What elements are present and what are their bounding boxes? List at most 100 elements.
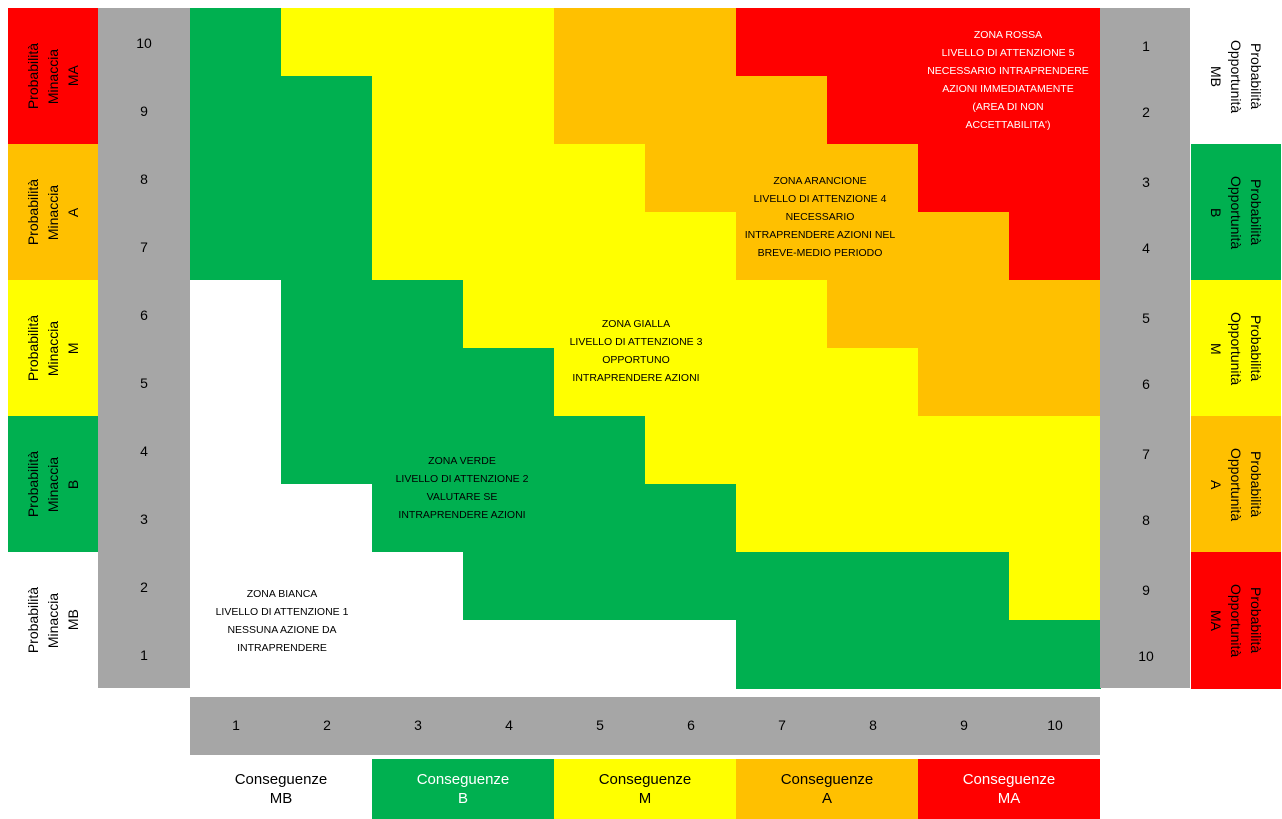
x-scale-number: 7 xyxy=(778,717,786,733)
consequence-label: Conseguenze B xyxy=(372,759,554,819)
grid-cell xyxy=(463,144,555,213)
grid-cell xyxy=(372,552,464,621)
grid-cell xyxy=(1009,76,1101,145)
grid-cell xyxy=(463,348,555,417)
grid-cell xyxy=(918,8,1010,77)
grid-cell xyxy=(372,416,464,485)
grid-cell xyxy=(645,620,737,689)
grid-cell xyxy=(1009,348,1101,417)
grid-cell xyxy=(463,484,555,553)
grid-cell xyxy=(372,620,464,689)
right-probability-label: Probabilità Opportunità B xyxy=(1191,144,1281,281)
grid-cell xyxy=(281,76,373,145)
grid-cell xyxy=(463,552,555,621)
grid-cell xyxy=(918,620,1010,689)
grid-cell xyxy=(281,484,373,553)
grid-cell xyxy=(554,144,646,213)
left-probability-label-text: Probabilità Minaccia A xyxy=(25,179,81,246)
left-probability-label: Probabilità Minaccia M xyxy=(8,280,98,417)
grid-cell xyxy=(190,552,282,621)
right-scale-number: 3 xyxy=(1142,174,1150,190)
grid-cell xyxy=(736,76,828,145)
x-scale-number: 9 xyxy=(960,717,968,733)
grid-cell xyxy=(1009,552,1101,621)
consequence-label: Conseguenze MA xyxy=(918,759,1100,819)
left-probability-label: Probabilità Minaccia A xyxy=(8,144,98,281)
zone-white-label: ZONA BIANCA LIVELLO DI ATTENZIONE 1 NESS… xyxy=(215,588,349,654)
right-scale-bar xyxy=(1100,8,1190,688)
grid-cell xyxy=(281,212,373,281)
grid-cell xyxy=(645,552,737,621)
grid-cell xyxy=(827,280,919,349)
grid-cell xyxy=(827,552,919,621)
right-scale-number: 1 xyxy=(1142,38,1150,54)
grid-cell xyxy=(554,8,646,77)
consequence-label: Conseguenze A xyxy=(736,759,918,819)
grid-cell xyxy=(190,8,282,77)
grid-cell xyxy=(1009,416,1101,485)
x-scale-number: 3 xyxy=(414,717,422,733)
right-scale-number: 4 xyxy=(1142,240,1150,256)
grid-cell xyxy=(190,212,282,281)
zone-orange-label: ZONA ARANCIONE LIVELLO DI ATTENZIONE 4 N… xyxy=(744,175,896,259)
grid-cell xyxy=(736,144,828,213)
right-probability-label: Probabilità Opportunità MB xyxy=(1191,8,1281,145)
grid-cell xyxy=(463,212,555,281)
left-scale-number: 8 xyxy=(140,171,148,187)
left-probability-label: Probabilità Minaccia B xyxy=(8,416,98,553)
left-scale-number: 7 xyxy=(140,239,148,255)
grid-cell xyxy=(918,76,1010,145)
zone-green-label: ZONA VERDE LIVELLO DI ATTENZIONE 2 VALUT… xyxy=(395,455,529,521)
grid-cell xyxy=(281,8,373,77)
zone-red-label: ZONA ROSSA LIVELLO DI ATTENZIONE 5 NECES… xyxy=(927,29,1089,131)
grid-cell xyxy=(281,144,373,213)
bottom-scale-bar xyxy=(190,697,1100,755)
left-probability-label-text: Probabilità Minaccia M xyxy=(25,315,81,382)
left-probability-label-text: Probabilità Minaccia MA xyxy=(25,43,81,110)
grid-cell xyxy=(645,280,737,349)
grid-cell xyxy=(554,484,646,553)
right-probability-label-text: Probabilità Opportunità M xyxy=(1208,311,1264,386)
grid-cell xyxy=(918,552,1010,621)
grid-cell xyxy=(372,144,464,213)
grid-cell xyxy=(190,76,282,145)
grid-cell xyxy=(190,620,282,689)
grid-cell xyxy=(827,212,919,281)
left-probability-label-text: Probabilità Minaccia B xyxy=(25,451,81,518)
grid-cell xyxy=(736,416,828,485)
left-scale-number: 10 xyxy=(136,35,152,51)
grid-cell xyxy=(281,280,373,349)
grid-cell xyxy=(736,620,828,689)
grid-cell xyxy=(463,76,555,145)
grid-cell xyxy=(1009,620,1101,689)
right-scale-number: 5 xyxy=(1142,310,1150,326)
right-probability-label-text: Probabilità Opportunità MA xyxy=(1208,583,1264,658)
grid-cell xyxy=(190,348,282,417)
right-probability-label-text: Probabilità Opportunità A xyxy=(1208,447,1264,522)
grid-cell xyxy=(554,552,646,621)
x-scale-number: 10 xyxy=(1047,717,1063,733)
x-scale-number: 8 xyxy=(869,717,877,733)
grid-cell xyxy=(736,8,828,77)
grid-cell xyxy=(918,416,1010,485)
grid-cell xyxy=(736,484,828,553)
grid-cell xyxy=(645,8,737,77)
grid-cell xyxy=(554,348,646,417)
grid-cell xyxy=(463,620,555,689)
left-scale-number: 5 xyxy=(140,375,148,391)
consequence-label: Conseguenze M xyxy=(554,759,736,819)
grid-cell xyxy=(463,8,555,77)
grid-cell xyxy=(1009,212,1101,281)
grid-cell xyxy=(372,280,464,349)
grid-cell xyxy=(918,144,1010,213)
right-probability-label-text: Probabilità Opportunità B xyxy=(1208,175,1264,250)
x-scale-number: 5 xyxy=(596,717,604,733)
grid-cell xyxy=(463,280,555,349)
right-probability-label: Probabilità Opportunità A xyxy=(1191,416,1281,553)
right-scale-number: 6 xyxy=(1142,376,1150,392)
grid-cell xyxy=(827,484,919,553)
grid-cell xyxy=(372,484,464,553)
grid-cell xyxy=(827,620,919,689)
left-scale-number: 9 xyxy=(140,103,148,119)
right-scale-number: 7 xyxy=(1142,446,1150,462)
